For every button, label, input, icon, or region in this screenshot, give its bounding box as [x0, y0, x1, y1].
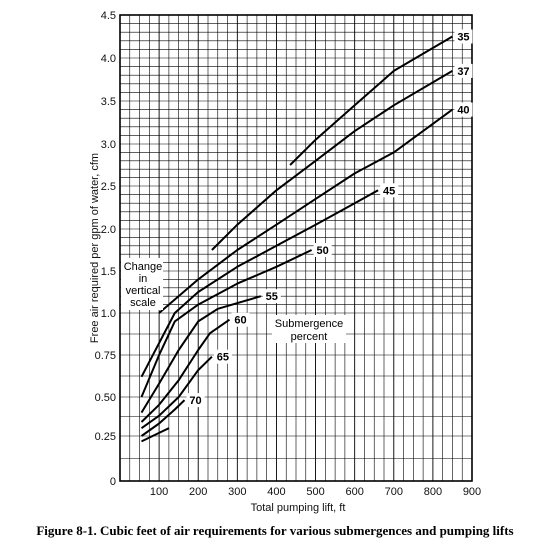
vertical-scale-annotation: Change in vertical scale: [121, 258, 163, 310]
svg-text:45: 45: [383, 185, 395, 197]
series-line-45: [140, 189, 379, 378]
svg-text:70: 70: [189, 395, 201, 407]
y-axis-title: Free air required per gpm of water, cfm: [89, 153, 101, 343]
plot-frame: [119, 14, 473, 482]
series-line-50: [140, 249, 313, 398]
series-line-35: [289, 35, 453, 166]
series-line-40: [158, 108, 453, 314]
y-tick-labels: 0.25 0.50 0.75 1.0 1.5 2.0 2.5 3.0 3.5 4.0 4.5 0: [95, 10, 116, 488]
x-tick-labels: 100 200 300 400 500 600 700 800 900: [150, 486, 481, 498]
x-tick-label: 200: [189, 486, 207, 498]
svg-text:Change: Change: [124, 261, 163, 273]
series-label-37: 37: [454, 63, 473, 78]
svg-text:55: 55: [266, 291, 278, 303]
grid: [120, 15, 472, 481]
series-line-65: [140, 355, 213, 430]
series-line-unlabeled: [141, 427, 170, 443]
y-tick-label: 1.0: [101, 308, 116, 320]
series-label-60: 60: [231, 312, 250, 327]
x-tick-label: 600: [345, 486, 363, 498]
series-line-37: [211, 70, 453, 251]
svg-text:in: in: [139, 273, 148, 285]
svg-text:percent: percent: [291, 331, 328, 343]
x-tick-label: 500: [306, 486, 324, 498]
series-lines: [140, 35, 453, 443]
x-tick-label: 400: [267, 486, 285, 498]
x-tick-label: 700: [385, 486, 403, 498]
series-label-35: 35: [454, 29, 473, 44]
y-tick-label: 0: [110, 476, 116, 488]
series-label-50: 50: [313, 243, 332, 257]
y-tick-label: 0.75: [95, 350, 116, 362]
y-tick-label: 4.0: [101, 53, 116, 65]
series-label-65: 65: [213, 349, 232, 364]
series-label-70: 70: [186, 393, 205, 408]
svg-text:50: 50: [317, 245, 329, 257]
y-tick-label: 2.5: [101, 181, 116, 193]
svg-text:40: 40: [457, 105, 469, 117]
series-label-45: 45: [380, 183, 399, 198]
svg-text:65: 65: [217, 352, 229, 364]
svg-text:37: 37: [457, 66, 469, 78]
x-tick-label: 800: [424, 486, 442, 498]
series-labels: 35 37 40 45 50 55 60 65 70: [186, 29, 473, 408]
series-line-70: [140, 399, 186, 437]
svg-text:60: 60: [234, 315, 246, 327]
series-label-40: 40: [454, 102, 473, 117]
y-tick-label: 4.5: [101, 10, 116, 22]
y-tick-label: 3.5: [101, 96, 116, 108]
series-line-60: [140, 318, 231, 423]
figure-caption: Figure 8-1. Cubic feet of air requiremen…: [36, 523, 514, 538]
y-tick-label: 1.5: [101, 266, 116, 278]
svg-text:35: 35: [457, 32, 469, 44]
series-label-55: 55: [262, 289, 281, 304]
svg-text:vertical: vertical: [126, 285, 161, 297]
y-tick-label: 2.0: [101, 224, 116, 236]
submergence-annotation: Submergence percent: [272, 315, 346, 343]
x-axis-title: Total pumping lift, ft: [251, 502, 346, 514]
svg-text:scale: scale: [130, 297, 156, 309]
x-tick-label: 100: [150, 486, 168, 498]
y-tick-label: 0.25: [95, 431, 116, 443]
y-tick-label: 0.50: [95, 392, 116, 404]
x-tick-label: 300: [228, 486, 246, 498]
svg-text:Submergence: Submergence: [275, 318, 344, 330]
series-line-55: [140, 295, 262, 414]
y-tick-label: 3.0: [101, 139, 116, 151]
x-tick-label: 900: [463, 486, 481, 498]
